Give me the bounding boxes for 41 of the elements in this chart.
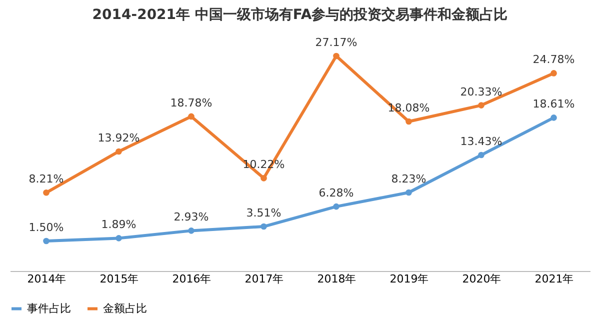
- point: [478, 102, 484, 108]
- data-label: 24.78%: [532, 53, 575, 66]
- point: [188, 113, 194, 120]
- chart-title: 2014-2021年 中国一级市场有FA参与的投资交易事件和金额占比: [92, 6, 508, 23]
- point: [43, 189, 50, 196]
- data-label: 1.50%: [28, 221, 64, 234]
- point: [550, 70, 557, 76]
- point: [116, 148, 122, 155]
- x-tick-label: 2014年: [27, 272, 66, 286]
- data-label: 2.93%: [174, 210, 209, 224]
- data-label: 8.23%: [391, 172, 426, 186]
- x-tick-label: 2020年: [462, 272, 502, 286]
- point: [333, 203, 340, 210]
- data-label: 1.89%: [101, 218, 136, 232]
- x-tick-label: 2017年: [244, 272, 284, 286]
- point: [188, 228, 194, 234]
- point: [116, 235, 122, 242]
- point: [550, 114, 557, 121]
- point: [478, 152, 484, 158]
- point: [260, 175, 267, 182]
- data-label: 8.21%: [28, 172, 64, 186]
- x-tick-label: 2016年: [172, 272, 212, 286]
- point: [406, 118, 412, 125]
- legend-label: 金额占比: [103, 302, 147, 315]
- data-label: 18.78%: [170, 96, 212, 110]
- data-label: 6.28%: [318, 186, 354, 200]
- x-tick-label: 2018年: [317, 272, 356, 286]
- data-label: 27.17%: [315, 36, 358, 49]
- legend-label: 事件占比: [27, 302, 71, 315]
- x-tick-label: 2021年: [534, 272, 574, 286]
- data-label: 20.33%: [460, 85, 502, 98]
- x-tick-label: 2019年: [390, 272, 429, 286]
- data-label: 3.51%: [246, 206, 282, 220]
- point: [406, 189, 412, 196]
- point: [333, 52, 340, 60]
- data-label: 18.61%: [532, 98, 575, 111]
- point: [260, 223, 267, 230]
- data-label: 13.43%: [460, 135, 502, 148]
- x-tick-label: 2015年: [100, 272, 139, 286]
- data-label: 13.92%: [98, 131, 140, 144]
- point: [43, 238, 50, 244]
